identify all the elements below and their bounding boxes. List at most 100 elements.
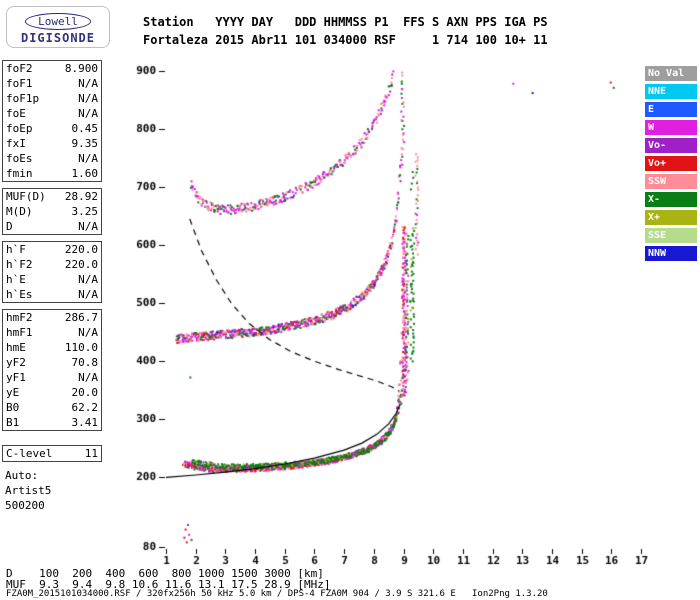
legend-item-no-val: No Val [645, 66, 697, 81]
parameter-row: h`E N/A [3, 272, 101, 287]
parameter-value: 62.2 [71, 401, 99, 414]
parameter-row: h`F 220.0 [3, 242, 101, 257]
parameter-label: h`Es [6, 288, 33, 301]
parameter-group: Auto: Artist5 500200 [2, 468, 102, 513]
parameter-row: hmE 110.0 [3, 340, 101, 355]
parameter-label: 500200 [5, 499, 45, 512]
parameter-row: B0 62.2 [3, 400, 101, 415]
parameter-value: N/A [78, 107, 98, 120]
logo-lowell-text: Lowell [38, 15, 78, 28]
parameter-row: foF2 8.900 [3, 61, 101, 76]
parameter-group: h`F 220.0 h`F2 220.0 h`E N/A h`Es N/A [2, 241, 102, 303]
parameter-value: 3.25 [71, 205, 99, 218]
parameter-value: 8.900 [64, 62, 98, 75]
parameter-row: fxI 9.35 [3, 136, 101, 151]
parameter-row: 500200 [2, 498, 102, 513]
parameter-group: foF2 8.900 foF1 N/A foF1p N/A foE N/A foEp 0.45 fx… [2, 60, 102, 182]
parameter-label: foEs [6, 152, 33, 165]
parameter-row: M(D) 3.25 [3, 204, 101, 219]
parameter-label: Auto: [5, 469, 39, 482]
parameter-row: hmF2 286.7 [3, 310, 101, 325]
legend-item-x-: X+ [645, 210, 697, 225]
legend-item-nne: NNE [645, 84, 697, 99]
parameter-row: foF1 N/A [3, 76, 101, 91]
parameter-row: D N/A [3, 219, 101, 234]
parameter-label: yF1 [6, 371, 26, 384]
logo-digisonde-text: DIGISONDE [20, 31, 96, 45]
parameter-value: 11 [84, 447, 98, 460]
parameter-label: h`E [6, 273, 26, 286]
legend: No Val NNE E W Vo- Vo+ SSW X- X+ SSE NNW [645, 66, 697, 264]
parameter-label: yE [6, 386, 20, 399]
file-info-row: FZA0M_2015101034000.RSF / 320fx256h 50 k… [6, 589, 548, 599]
parameter-group: hmF2 286.7 hmF1 N/A hmE 110.0 yF2 70.8 yF1 N/A yE 2… [2, 309, 102, 431]
parameter-value: N/A [78, 220, 98, 233]
parameter-label: fxI [6, 137, 26, 150]
parameter-row: C-level 11 [3, 446, 101, 461]
parameter-panel: foF2 8.900 foF1 N/A foF1p N/A foE N/A foEp 0.45 fx… [2, 60, 102, 519]
parameter-value: N/A [78, 288, 98, 301]
parameter-value: 0.45 [71, 122, 99, 135]
parameter-value: N/A [78, 273, 98, 286]
parameter-label: B1 [6, 416, 20, 429]
parameter-row: B1 3.41 [3, 415, 101, 430]
station-header-line1: Station YYYY DAY DDD HHMMSS P1 FFS S AXN… [143, 15, 548, 29]
parameter-value: N/A [78, 92, 98, 105]
parameter-row: foE N/A [3, 106, 101, 121]
lowell-logo-oval: Lowell [25, 13, 91, 30]
parameter-label: Artist5 [5, 484, 52, 497]
parameter-label: hmF2 [6, 311, 33, 324]
parameter-value: 70.8 [71, 356, 99, 369]
parameter-row: hmF1 N/A [3, 325, 101, 340]
parameter-row: fmin 1.60 [3, 166, 101, 181]
parameter-value: 1.60 [71, 167, 99, 180]
parameter-row: h`F2 220.0 [3, 257, 101, 272]
parameter-value: N/A [78, 326, 98, 339]
parameter-label: foF1 [6, 77, 33, 90]
legend-item-ssw: SSW [645, 174, 697, 189]
muf-row: MUF 9.3 9.4 9.8 10.6 11.6 13.1 17.5 28.9… [6, 578, 331, 591]
parameter-value: N/A [78, 371, 98, 384]
legend-item-w: W [645, 120, 697, 135]
parameter-value: N/A [78, 152, 98, 165]
parameter-row: foEp 0.45 [3, 121, 101, 136]
parameter-row: Artist5 [2, 483, 102, 498]
parameter-row: yE 20.0 [3, 385, 101, 400]
parameter-row: yF1 N/A [3, 370, 101, 385]
distance-row: D 100 200 400 600 800 1000 1500 3000 [km… [6, 567, 324, 580]
parameter-row: yF2 70.8 [3, 355, 101, 370]
parameter-value: 286.7 [64, 311, 98, 324]
parameter-label: hmF1 [6, 326, 33, 339]
legend-item-sse: SSE [645, 228, 697, 243]
legend-item-x-: X- [645, 192, 697, 207]
parameter-row: h`Es N/A [3, 287, 101, 302]
parameter-value: N/A [78, 77, 98, 90]
parameter-value: 9.35 [71, 137, 99, 150]
parameter-row: foEs N/A [3, 151, 101, 166]
parameter-label: MUF(D) [6, 190, 46, 203]
parameter-group: C-level 11 [2, 445, 102, 462]
parameter-label: C-level [6, 447, 53, 460]
legend-item-vo-: Vo+ [645, 156, 697, 171]
legend-item-vo-: Vo- [645, 138, 697, 153]
parameter-value: 110.0 [64, 341, 98, 354]
parameter-label: D [6, 220, 13, 233]
station-header-line2: Fortaleza 2015 Abr11 101 034000 RSF 1 71… [143, 33, 548, 47]
legend-item-nnw: NNW [645, 246, 697, 261]
parameter-label: hmE [6, 341, 26, 354]
digisonde-logo: Lowell DIGISONDE [6, 6, 110, 48]
parameter-value: 3.41 [71, 416, 99, 429]
parameter-label: h`F [6, 243, 26, 256]
parameter-label: M(D) [6, 205, 33, 218]
parameter-value: 220.0 [64, 243, 98, 256]
parameter-label: foEp [6, 122, 33, 135]
parameter-label: h`F2 [6, 258, 33, 271]
parameter-row: Auto: [2, 468, 102, 483]
parameter-label: foE [6, 107, 26, 120]
parameter-value: 20.0 [71, 386, 99, 399]
parameter-group: MUF(D) 28.92 M(D) 3.25 D N/A [2, 188, 102, 235]
parameter-label: foF2 [6, 62, 33, 75]
parameter-value: 220.0 [64, 258, 98, 271]
parameter-value: 28.92 [64, 190, 98, 203]
